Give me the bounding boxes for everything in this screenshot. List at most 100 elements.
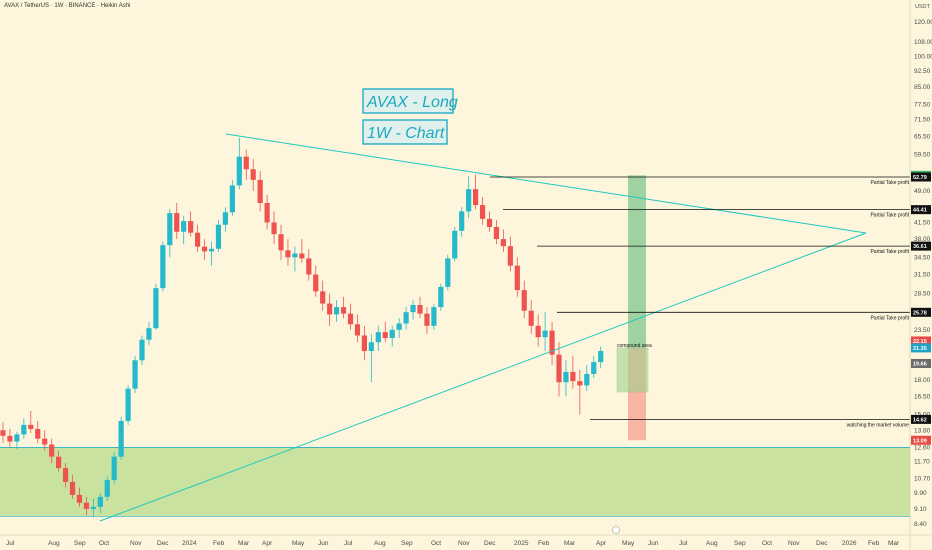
ascending-trendline[interactable]: [99, 232, 867, 522]
candle-body: [466, 189, 472, 212]
candle-body: [334, 307, 340, 315]
symbol-header[interactable]: AVAX / TetherUS · 1W · BINANCE · Heikin …: [4, 3, 131, 9]
candle-body: [570, 371, 576, 382]
currency-label: USDT: [915, 4, 930, 10]
y-tick-label: 28.50: [914, 290, 931, 297]
x-tick-label: Oct: [99, 540, 109, 547]
y-tick-label: 108.00: [914, 39, 932, 46]
price-tag[interactable]: [911, 343, 931, 353]
candle-body: [347, 313, 354, 325]
x-tick-label: Feb: [213, 540, 225, 547]
candle-body: [549, 330, 555, 355]
x-tick-label: Nov: [458, 540, 470, 547]
demand-zone: [0, 447, 910, 517]
candle-body: [445, 258, 451, 287]
y-tick-label: 41.50: [914, 219, 931, 226]
y-tick-label: 34.50: [914, 254, 931, 261]
y-tick-label: 16.50: [914, 394, 931, 401]
price-tag[interactable]: [911, 435, 931, 445]
candle-body: [118, 420, 124, 457]
candle-body: [507, 246, 513, 266]
x-tick-label: Jun: [318, 540, 329, 547]
candle-body: [389, 329, 395, 339]
level-label: watching the market volume: [847, 422, 909, 428]
candle-body: [76, 494, 83, 503]
candle-body: [542, 330, 548, 338]
descending-trendline[interactable]: [225, 133, 867, 234]
price-tag[interactable]: [911, 241, 931, 251]
candle-body: [417, 304, 423, 314]
y-tick-label: 59.50: [914, 151, 931, 158]
candle-body: [62, 468, 69, 482]
price-tag-value: 44.41: [913, 208, 927, 214]
candle-body: [320, 291, 326, 304]
x-tick-label: Mar: [238, 540, 250, 547]
candle-body: [146, 328, 152, 340]
candle-body: [500, 239, 506, 247]
y-tick-label: 71.50: [914, 117, 931, 124]
candle-body: [327, 303, 333, 315]
candle-body: [229, 185, 235, 213]
candle-body: [410, 304, 416, 313]
candle-body: [528, 310, 534, 326]
x-tick-label: Aug: [374, 540, 386, 547]
candle-body: [0, 430, 6, 436]
candle-body: [493, 227, 500, 240]
y-tick-label: 92.50: [914, 68, 931, 75]
price-tag[interactable]: [911, 414, 931, 424]
y-tick-label: 13.80: [914, 427, 931, 434]
candle-body: [125, 388, 131, 421]
target-box: [628, 175, 646, 348]
chart-timeframe-box: [362, 119, 448, 145]
candle-body: [139, 339, 145, 361]
x-tick-label: Feb: [538, 540, 550, 547]
x-tick-label: Mar: [564, 540, 576, 547]
candle-body: [132, 360, 138, 389]
x-tick-label: Jun: [648, 540, 659, 547]
candle-body: [97, 496, 103, 507]
candle-body: [368, 342, 374, 352]
price-tag[interactable]: [911, 336, 931, 346]
chart-title-box: [362, 88, 454, 114]
y-tick-label: 100.00: [914, 53, 932, 60]
candle-body: [563, 371, 569, 383]
x-tick-label: Mar: [888, 540, 900, 547]
candle-body: [340, 307, 347, 314]
event-marker-icon[interactable]: [612, 526, 620, 534]
y-tick-label: 9.10: [914, 506, 927, 513]
candle-body: [222, 212, 228, 225]
level-label: Partial Take profit: [870, 249, 909, 255]
candle-body: [208, 248, 215, 252]
candle-body: [195, 232, 201, 247]
price-tag-value: 36.61: [913, 244, 927, 250]
candle-body: [42, 438, 48, 445]
price-tag[interactable]: [911, 307, 931, 317]
candle-body: [486, 218, 493, 228]
y-tick-label: 8.40: [914, 521, 927, 528]
y-tick-label: 31.50: [914, 271, 931, 278]
y-tick-label: 23.50: [914, 327, 931, 334]
candle-body: [535, 325, 541, 338]
price-tag[interactable]: [911, 205, 931, 215]
candle-body: [167, 213, 173, 246]
candle-body: [354, 324, 361, 336]
x-tick-label: Aug: [48, 540, 60, 547]
level-label: Partial Take profit: [870, 315, 909, 321]
candle-body: [21, 424, 27, 435]
price-tag-value: 25.78: [913, 310, 927, 316]
candle-body: [181, 221, 187, 232]
candle-body: [598, 351, 604, 363]
chart-title: AVAX - Long: [366, 94, 458, 111]
compound-area-box: [616, 347, 649, 393]
x-tick-label: Sep: [401, 540, 413, 547]
price-tag-value: 22.15: [913, 339, 927, 345]
price-tag[interactable]: [911, 358, 931, 368]
candle-body: [556, 354, 562, 383]
price-tag-value: 21.35: [913, 346, 927, 352]
price-tag-value: 13.09: [913, 438, 927, 444]
x-tick-label: Sep: [74, 540, 86, 547]
price-tag[interactable]: [911, 172, 931, 182]
candle-body: [521, 290, 527, 311]
